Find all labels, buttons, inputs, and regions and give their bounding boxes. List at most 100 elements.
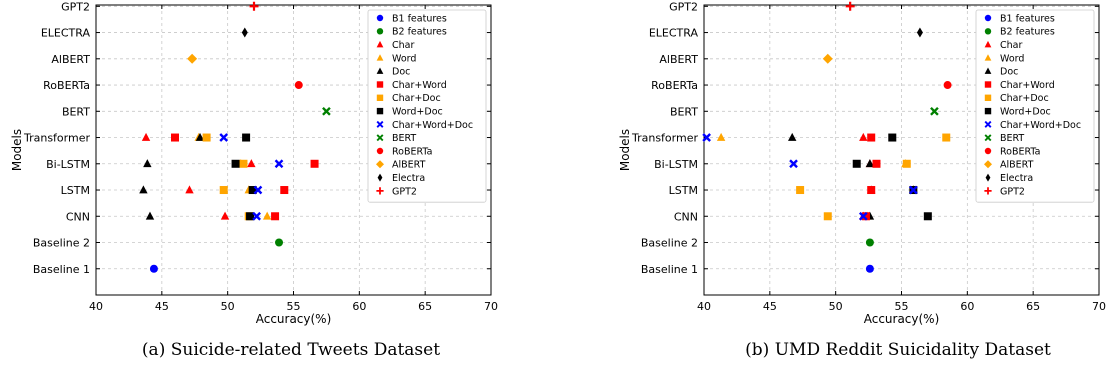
legend-label-char-word: Char+Word — [1000, 80, 1055, 91]
legend-marker-char-word-doc — [984, 120, 992, 128]
point-word-cnn — [262, 211, 272, 220]
y-tick-label-electra: ELECTRA — [41, 27, 91, 40]
legend-label-albert: AlBERT — [392, 160, 426, 171]
legend-item-word-doc: Word+Doc — [376, 107, 443, 118]
legend-item-albert: AlBERT — [984, 160, 1034, 171]
point-doc-lstm — [139, 185, 148, 194]
point-b2-features-baseline-2 — [275, 238, 284, 247]
x-tick-label: 65 — [1026, 300, 1040, 313]
legend-item-gpt2: GPT2 — [984, 186, 1025, 197]
x-tick-label: 60 — [352, 300, 366, 313]
point-b1-features-baseline-1 — [149, 264, 158, 273]
caption-umd-reddit: (b) UMD Reddit Suicidality Dataset — [745, 340, 1051, 360]
legend-item-word: Word — [984, 53, 1024, 64]
legend-item-electra: Electra — [985, 173, 1033, 184]
point-char-cnn — [220, 211, 230, 220]
point-gpt2-gpt2 — [845, 1, 855, 11]
legend-marker-albert — [984, 160, 992, 169]
legend-item-char-word: Char+Word — [984, 80, 1055, 91]
legend-marker-word-doc — [376, 107, 384, 115]
x-tick-label: 55 — [287, 300, 301, 313]
y-tick-label-roberta: RoBERTa — [43, 79, 90, 92]
y-tick-label-baseline-2: Baseline 2 — [641, 237, 698, 250]
legend-label-char-word: Char+Word — [392, 80, 447, 91]
point-char-word-bi-lstm — [310, 159, 319, 168]
legend-marker-char-doc — [376, 94, 384, 101]
legend-label-gpt2: GPT2 — [392, 186, 417, 197]
point-char-transformer — [859, 132, 868, 141]
legend-item-b2-features: B2 features — [376, 27, 447, 38]
legend-label-word: Word — [392, 53, 416, 64]
legend-marker-char — [984, 40, 992, 48]
legend-label-b1-features: B1 features — [392, 13, 447, 24]
caption-suicide-tweets: (a) Suicide-related Tweets Dataset — [141, 340, 441, 360]
x-tick-label: 65 — [418, 300, 432, 313]
y-tick-label-roberta: RoBERTa — [651, 79, 698, 92]
legend-item-char: Char — [984, 40, 1022, 51]
point-char-word-cnn — [271, 212, 280, 221]
y-tick-label-transformer: Transformer — [631, 132, 698, 145]
legend-label-char-doc: Char+Doc — [392, 93, 441, 104]
point-albert-albert — [822, 53, 833, 64]
legend-marker-char-word-doc — [376, 120, 384, 128]
point-doc-cnn — [145, 211, 155, 220]
point-char-doc-bi-lstm — [239, 159, 248, 168]
point-char-transformer — [141, 132, 151, 141]
x-tick-label: 45 — [763, 300, 777, 313]
x-tick-label: 70 — [1092, 300, 1106, 313]
legend-label-char: Char — [392, 40, 414, 51]
chart-suicide-tweets: 40 45 50 55 60 65 70 Baseline 1 Baseline 2 CNN LST… — [10, 0, 498, 326]
point-char-doc-lstm — [219, 186, 228, 195]
legend-label-electra: Electra — [1000, 173, 1033, 184]
point-char-doc-cnn — [823, 212, 832, 221]
legend-marker-gpt2 — [376, 187, 384, 195]
point-char-word-doc-bi-lstm — [274, 159, 284, 169]
x-tick-label: 50 — [221, 300, 235, 313]
point-char-word-doc-lstm — [909, 185, 918, 195]
legend-marker-word — [984, 54, 992, 61]
legend-marker-roberta — [984, 147, 992, 155]
legend-marker-bert — [984, 134, 992, 142]
legend-label-b2-features: B2 features — [1000, 27, 1055, 38]
point-word-doc-transformer — [888, 133, 897, 142]
y-tick-label-electra: ELECTRA — [649, 27, 699, 40]
legend-marker-b2-features — [984, 28, 992, 35]
point-gpt2-gpt2 — [249, 1, 259, 11]
legend-label-bert: BERT — [1000, 133, 1024, 144]
legend-item-word-doc: Word+Doc — [984, 107, 1051, 118]
legend-item-b1-features: B1 features — [376, 13, 447, 24]
point-char-word-doc-bi-lstm — [789, 159, 798, 169]
point-bert-bert — [930, 106, 939, 116]
legend-item-word: Word — [376, 53, 416, 64]
y-tick-label-albert: AlBERT — [659, 53, 698, 66]
legend-marker-char — [376, 40, 384, 48]
legend-item-doc: Doc — [376, 67, 410, 78]
legend-item-roberta: RoBERTa — [984, 146, 1040, 157]
legend-marker-bert — [376, 134, 384, 142]
point-roberta-roberta — [294, 81, 303, 90]
y-axis-title: Models — [618, 129, 632, 171]
legend-label-word-doc: Word+Doc — [392, 107, 443, 118]
point-doc-transformer — [788, 132, 797, 141]
point-char-word-transformer — [171, 133, 179, 142]
point-char-bi-lstm — [247, 159, 256, 168]
legend-marker-gpt2 — [984, 187, 992, 195]
y-tick-label-lstm: LSTM — [669, 184, 698, 197]
y-axis-title: Models — [10, 129, 24, 171]
legend-item-bert: BERT — [984, 133, 1024, 144]
point-char-word-doc-cnn — [858, 211, 868, 221]
legend-marker-b2-features — [376, 28, 384, 35]
point-word-doc-lstm — [248, 186, 257, 195]
y-tick-label-albert: AlBERT — [51, 53, 90, 66]
legend-label-char-doc: Char+Doc — [1000, 93, 1049, 104]
legend-marker-char-doc — [984, 94, 992, 101]
legend-label-b1-features: B1 features — [1000, 13, 1055, 24]
point-char-word-cnn — [861, 212, 870, 221]
legend: B1 features B2 features Char Word Doc Char+Wo… — [367, 9, 487, 203]
x-axis-title: Accuracy(%) — [256, 312, 332, 326]
legend-label-word: Word — [1000, 53, 1024, 64]
legend-item-gpt2: GPT2 — [376, 186, 417, 197]
y-tick-label-gpt2: GPT2 — [61, 0, 90, 13]
x-axis-title: Accuracy(%) — [864, 312, 940, 326]
y-tick-label-gpt2: GPT2 — [669, 0, 698, 13]
